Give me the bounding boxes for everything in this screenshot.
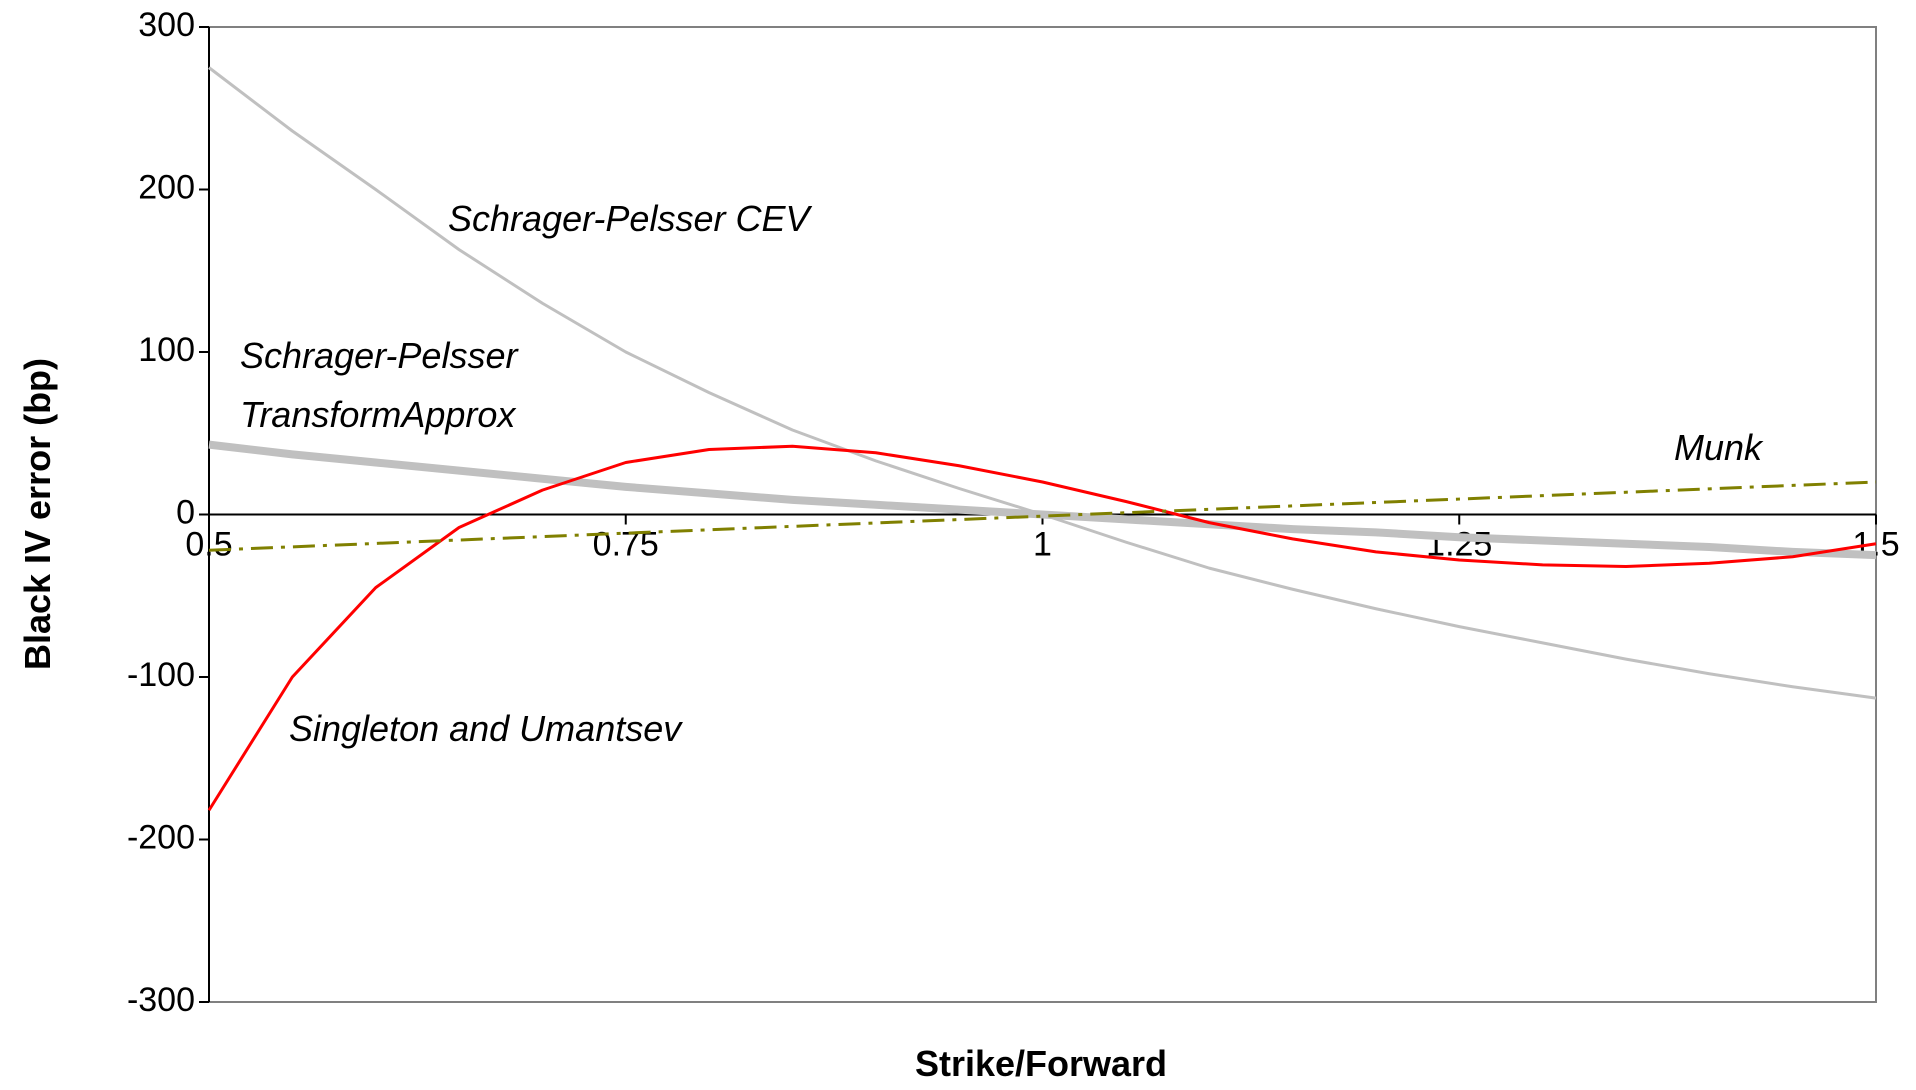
- series-label-line: Schrager-Pelsser: [240, 335, 519, 376]
- series-line: [207, 444, 1877, 812]
- y-tick-label: 200: [138, 168, 195, 206]
- y-tick-label: -100: [127, 656, 195, 694]
- series-label: Munk: [1674, 427, 1764, 468]
- series-line: [208, 440, 1877, 560]
- x-tick-label: 1: [1033, 525, 1052, 563]
- y-tick-label: -300: [127, 981, 195, 1019]
- series-line: [208, 66, 1877, 700]
- series-label: Schrager-Pelsser TransformApprox: [240, 335, 519, 435]
- series-label: Singleton and Umantsev: [289, 708, 683, 749]
- x-axis-title: Strike/Forward: [915, 1043, 1167, 1084]
- y-tick-label: 300: [138, 6, 195, 44]
- series-label-line: TransformApprox: [240, 394, 517, 435]
- series-label: Schrager-Pelsser CEV: [448, 198, 812, 239]
- series-line: [208, 480, 1877, 552]
- y-tick-label: -200: [127, 818, 195, 856]
- x-tick-label: 0.5: [185, 525, 232, 563]
- y-tick-label: 0: [176, 493, 195, 531]
- y-axis-title: Black IV error (bp): [17, 358, 58, 670]
- y-tick-label: 100: [138, 331, 195, 369]
